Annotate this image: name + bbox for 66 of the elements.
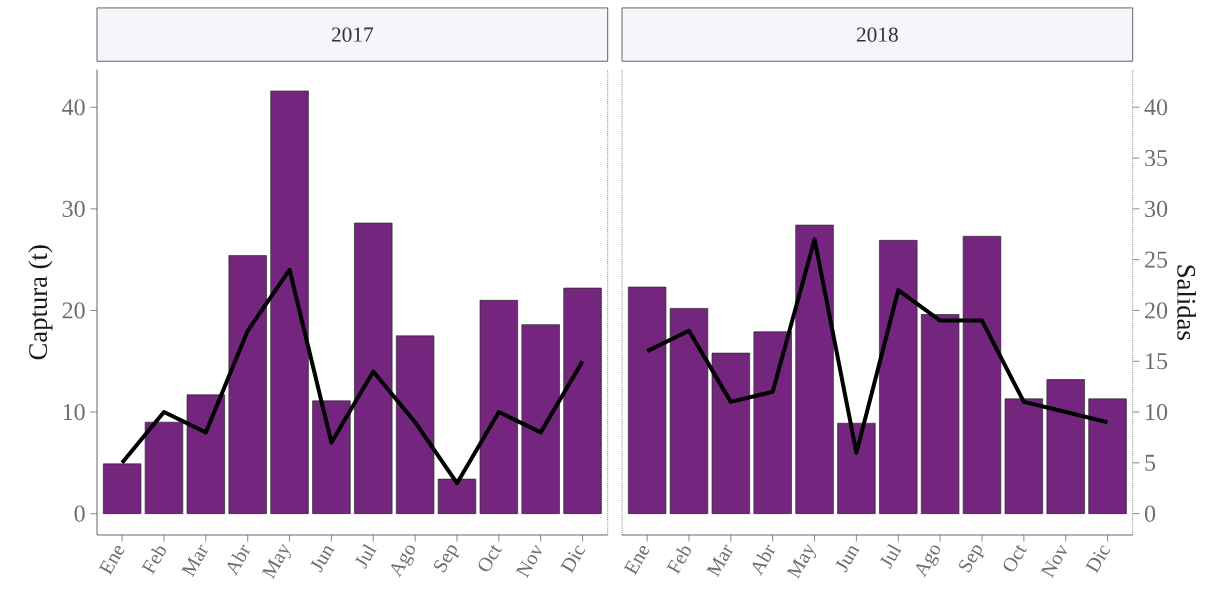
bar <box>711 352 751 514</box>
y2-tick-label: 30 <box>1145 200 1168 217</box>
x-tick-label: Ago <box>916 545 940 578</box>
chart-title: 2018 <box>856 27 898 42</box>
bar <box>270 90 309 514</box>
y2-tick-label: 0 <box>1144 505 1156 522</box>
bar <box>753 331 792 514</box>
x-tick-label: Sep <box>434 545 460 573</box>
y-tick-label: 30 <box>62 200 85 217</box>
bar <box>1004 398 1044 514</box>
x-tick-label: Dic <box>1085 545 1111 574</box>
x-tick-label: Ago <box>391 545 415 578</box>
bar <box>879 240 918 514</box>
x-tick-label: Jun <box>835 546 860 573</box>
x-tick-label: Mar <box>181 544 209 578</box>
x-tick-label: Mar <box>706 544 734 578</box>
bar <box>563 287 602 514</box>
y2-tick-label: 5 <box>1145 454 1156 471</box>
chart-title: 2017 <box>331 27 374 42</box>
bar <box>521 324 560 514</box>
y-tick-label: 10 <box>63 403 85 421</box>
bar <box>1088 398 1127 514</box>
bar <box>228 255 267 514</box>
x-tick-label: Ene <box>98 546 125 576</box>
x-tick-label: Jul <box>879 543 902 569</box>
x-tick-label: Oct <box>1003 544 1027 572</box>
y-axis-title: Captura (t) <box>28 245 53 360</box>
x-tick-label: Abr <box>227 544 251 576</box>
bar <box>962 235 1002 514</box>
x-tick-label: Oct <box>478 544 502 572</box>
bar <box>479 299 519 514</box>
x-tick-label: Dic <box>560 545 586 574</box>
y-tick-label: 20 <box>62 302 85 319</box>
line-series <box>120 267 585 486</box>
bar <box>920 314 960 514</box>
x-tick-label: Jun <box>310 546 335 573</box>
bar <box>186 394 226 514</box>
bar <box>837 422 876 514</box>
x-tick-label: Ene <box>623 546 650 576</box>
x-tick-label: Feb <box>141 546 166 575</box>
x-tick-label: Jul <box>354 543 377 569</box>
x-tick-label: Nov <box>1040 544 1067 579</box>
x-tick-label: Feb <box>666 546 691 575</box>
x-tick-label: Nov <box>515 544 542 579</box>
bar <box>144 421 184 514</box>
y2-tick-label: 40 <box>1144 99 1168 116</box>
y2-tick-label: 35 <box>1145 149 1168 167</box>
bar <box>102 463 142 514</box>
bar <box>395 335 435 514</box>
bar <box>795 224 834 514</box>
line-series <box>645 237 1110 455</box>
y2-axis-title: Salidas <box>1177 265 1196 340</box>
bar <box>669 308 709 514</box>
y2-tick-label: 25 <box>1145 251 1168 268</box>
y2-tick-label: 10 <box>1146 403 1168 421</box>
bar <box>354 222 393 514</box>
x-tick-label: Abr <box>752 544 776 576</box>
y-tick-label: 40 <box>62 99 85 116</box>
x-tick-label: Sep <box>959 545 985 573</box>
bar <box>627 286 667 514</box>
y-tick-label: 0 <box>74 505 85 522</box>
bar <box>437 478 477 514</box>
bar <box>1046 379 1085 514</box>
y2-tick-label: 15 <box>1146 353 1168 370</box>
y2-tick-label: 20 <box>1145 302 1168 319</box>
bar <box>312 400 351 514</box>
